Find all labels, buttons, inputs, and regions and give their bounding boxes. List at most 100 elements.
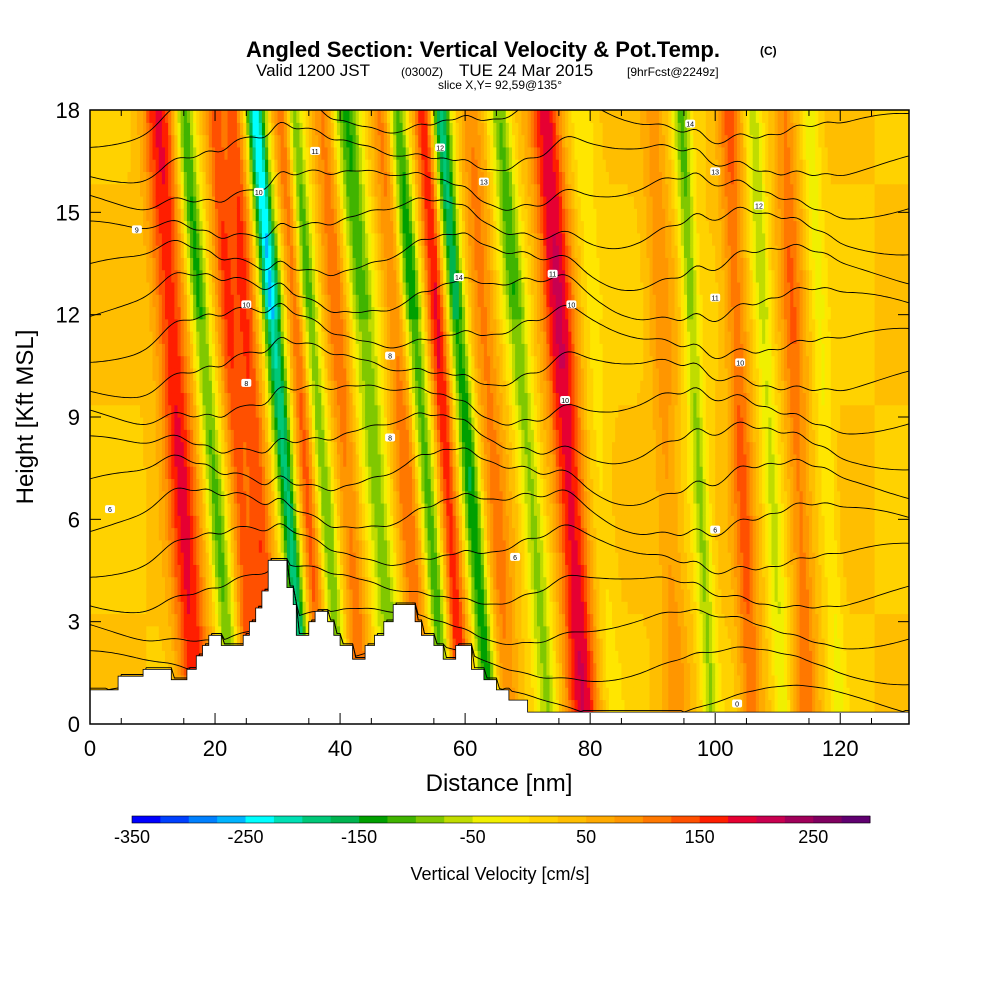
- field-cell: [236, 478, 241, 492]
- field-cell: [199, 539, 204, 553]
- field-cell: [293, 539, 297, 553]
- field-cell: [336, 588, 341, 602]
- field-cell: [349, 183, 354, 197]
- field-cell: [155, 417, 160, 430]
- field-cell: [102, 515, 107, 529]
- field-cell: [355, 429, 360, 443]
- field-cell: [196, 380, 201, 394]
- field-cell: [393, 564, 397, 578]
- field-cell: [161, 355, 166, 369]
- field-cell: [336, 417, 341, 430]
- field-cell: [358, 404, 363, 418]
- chart-title: Angled Section: Vertical Velocity & Pot.…: [246, 37, 720, 62]
- field-cell: [321, 257, 326, 271]
- field-cell: [330, 429, 335, 443]
- field-cell: [327, 134, 332, 148]
- field-cell: [208, 453, 213, 467]
- field-cell: [305, 110, 310, 123]
- field-cell: [165, 502, 169, 516]
- field-cell: [249, 110, 254, 111]
- field-cell: [133, 429, 138, 443]
- field-cell: [108, 601, 113, 615]
- field-cell: [349, 552, 354, 565]
- field-cell: [343, 613, 347, 627]
- field-cell: [252, 318, 257, 332]
- field-cell: [165, 195, 169, 209]
- field-cell: [330, 601, 335, 615]
- field-cell: [255, 269, 260, 283]
- field-cell: [205, 429, 210, 443]
- field-cell: [261, 171, 266, 185]
- field-cell: [186, 478, 191, 492]
- field-cell: [230, 110, 235, 111]
- field-cell: [315, 306, 319, 320]
- field-cell: [227, 257, 232, 271]
- field-cell: [261, 245, 266, 258]
- field-cell: [290, 343, 294, 357]
- field-cell: [102, 269, 107, 283]
- field-cell: [330, 515, 335, 529]
- field-cell: [371, 515, 376, 529]
- field-cell: [199, 552, 204, 565]
- field-cell: [383, 110, 388, 123]
- field-cell: [196, 429, 201, 443]
- field-cell: [171, 343, 175, 357]
- field-cell: [374, 441, 379, 455]
- field-cell: [258, 588, 263, 602]
- field-cell: [205, 576, 210, 590]
- field-cell: [124, 294, 129, 308]
- field-cell: [302, 490, 307, 504]
- field-cell: [377, 146, 382, 160]
- field-cell: [358, 588, 363, 602]
- field-cell: [118, 367, 122, 381]
- field-cell: [318, 208, 322, 222]
- field-cell: [190, 380, 194, 394]
- field-cell: [224, 269, 229, 283]
- field-cell: [168, 515, 172, 529]
- field-cell: [177, 183, 182, 197]
- field-cell: [305, 625, 310, 639]
- field-cell: [236, 453, 241, 467]
- field-cell: [330, 478, 335, 492]
- field-cell: [224, 478, 229, 492]
- field-cell: [165, 367, 169, 381]
- field-cell: [161, 502, 166, 516]
- field-cell: [386, 122, 391, 136]
- field-cell: [296, 502, 301, 516]
- field-cell: [286, 220, 291, 234]
- field-cell: [233, 515, 238, 529]
- field-cell: [240, 318, 244, 332]
- field-cell: [190, 208, 194, 222]
- field-cell: [177, 441, 182, 455]
- field-cell: [115, 564, 119, 578]
- field-cell: [277, 417, 282, 430]
- field-cell: [305, 527, 310, 541]
- field-cell: [140, 343, 144, 357]
- field-cell: [105, 355, 110, 369]
- field-cell: [118, 613, 122, 627]
- field-cell: [227, 601, 232, 615]
- field-cell: [102, 576, 107, 590]
- field-cell: [293, 257, 297, 271]
- field-cell: [171, 110, 175, 123]
- field-cell: [121, 539, 125, 553]
- field-cell: [127, 343, 132, 357]
- field-cell: [330, 343, 335, 357]
- field-cell: [90, 625, 94, 639]
- field-cell: [183, 527, 188, 541]
- field-cell: [230, 343, 235, 357]
- field-cell: [121, 417, 125, 430]
- field-cell: [165, 232, 169, 246]
- field-cell: [265, 429, 269, 443]
- field-cell: [383, 613, 388, 627]
- field-cell: [293, 220, 297, 234]
- field-cell: [215, 122, 219, 136]
- field-cell: [124, 318, 129, 332]
- field-cell: [205, 208, 210, 222]
- field-cell: [96, 318, 100, 332]
- field-cell: [124, 195, 129, 209]
- field-cell: [358, 195, 363, 209]
- field-cell: [336, 220, 341, 234]
- field-cell: [205, 392, 210, 406]
- field-cell: [165, 392, 169, 406]
